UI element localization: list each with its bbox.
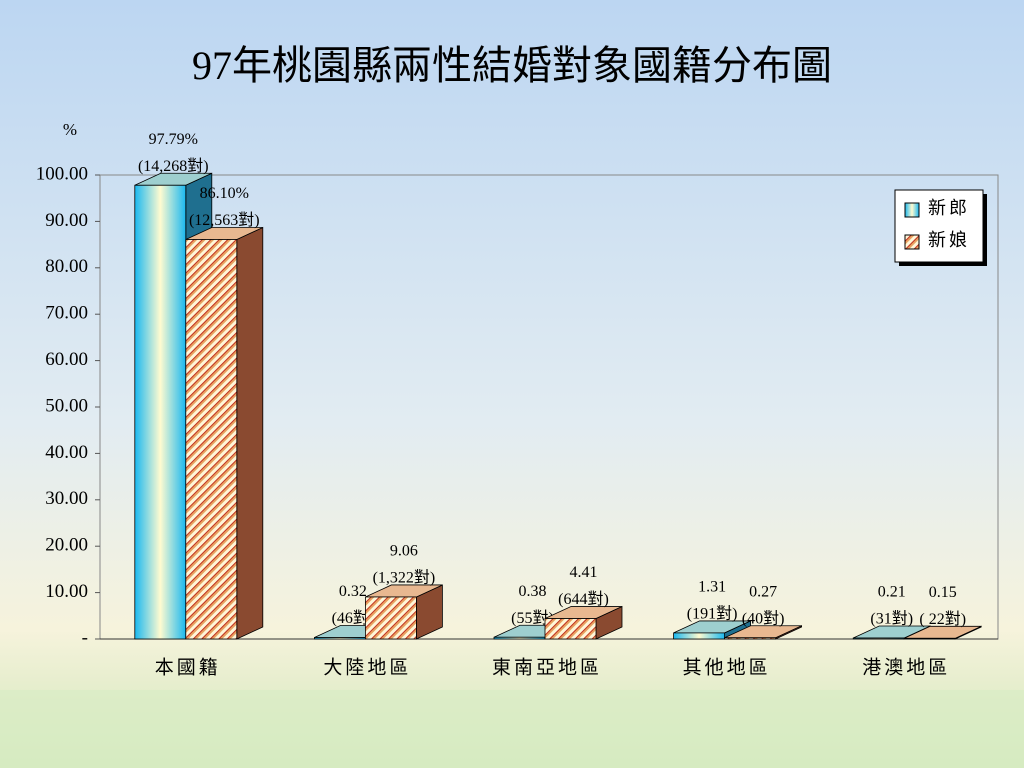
value-label: 0.38 <box>519 583 547 600</box>
y-tick-label: 80.00 <box>45 256 88 277</box>
count-label: (46對) <box>332 609 375 627</box>
value-label: 86.10% <box>200 185 249 202</box>
value-label: 97.79% <box>149 131 198 148</box>
y-tick-label: 60.00 <box>45 349 88 370</box>
count-label: (55對) <box>511 609 554 627</box>
bar <box>313 637 366 640</box>
y-tick-label: - <box>82 627 88 648</box>
x-tick-label: 大陸地區 <box>323 656 411 678</box>
bar <box>544 618 597 640</box>
count-label: (12,563對) <box>189 211 260 229</box>
y-tick-label: 90.00 <box>45 210 88 231</box>
y-tick-label: 50.00 <box>45 395 88 416</box>
legend-swatch <box>904 202 920 218</box>
value-label: 4.41 <box>570 564 598 581</box>
legend-box <box>894 189 984 263</box>
bar-side <box>236 226 264 640</box>
count-label: (14,268對) <box>138 157 209 175</box>
count-label: (31對) <box>870 610 913 628</box>
bar <box>134 184 187 640</box>
bar <box>185 239 238 640</box>
y-axis-label: % <box>63 120 77 139</box>
y-tick-label: 70.00 <box>45 303 88 324</box>
y-tick-label: 30.00 <box>45 488 88 509</box>
count-label: (191對) <box>687 605 738 623</box>
bar <box>724 637 776 640</box>
x-tick-label: 本國籍 <box>155 656 221 678</box>
x-tick-label: 港澳地區 <box>862 656 950 678</box>
chart-title: 97年桃園縣兩性結婚對象國籍分布圖 <box>192 43 832 88</box>
count-label: (1,322對) <box>373 569 436 587</box>
count-label: (644對) <box>558 590 609 608</box>
bar <box>364 596 417 640</box>
y-tick-label: 10.00 <box>45 581 88 602</box>
value-label: 1.31 <box>698 579 726 596</box>
y-tick-label: 100.00 <box>36 163 88 184</box>
value-label: 0.15 <box>929 584 957 601</box>
count-label: (40對) <box>742 609 785 627</box>
value-label: 0.27 <box>749 583 777 600</box>
legend-swatch <box>904 234 920 250</box>
y-tick-label: 20.00 <box>45 535 88 556</box>
bar <box>903 637 956 640</box>
bar <box>852 637 905 640</box>
value-label: 0.32 <box>339 583 367 600</box>
count-label: ( 22對) <box>919 610 966 628</box>
value-label: 0.21 <box>878 584 906 601</box>
legend-label: 新娘 <box>928 230 970 250</box>
flower-strip <box>0 690 1024 768</box>
y-tick-label: 40.00 <box>45 442 88 463</box>
x-tick-label: 東南亞地區 <box>492 656 602 678</box>
bar <box>493 636 546 640</box>
x-tick-label: 其他地區 <box>683 656 771 678</box>
bar <box>673 632 725 640</box>
legend-label: 新郎 <box>928 198 970 218</box>
value-label: 9.06 <box>390 543 418 560</box>
